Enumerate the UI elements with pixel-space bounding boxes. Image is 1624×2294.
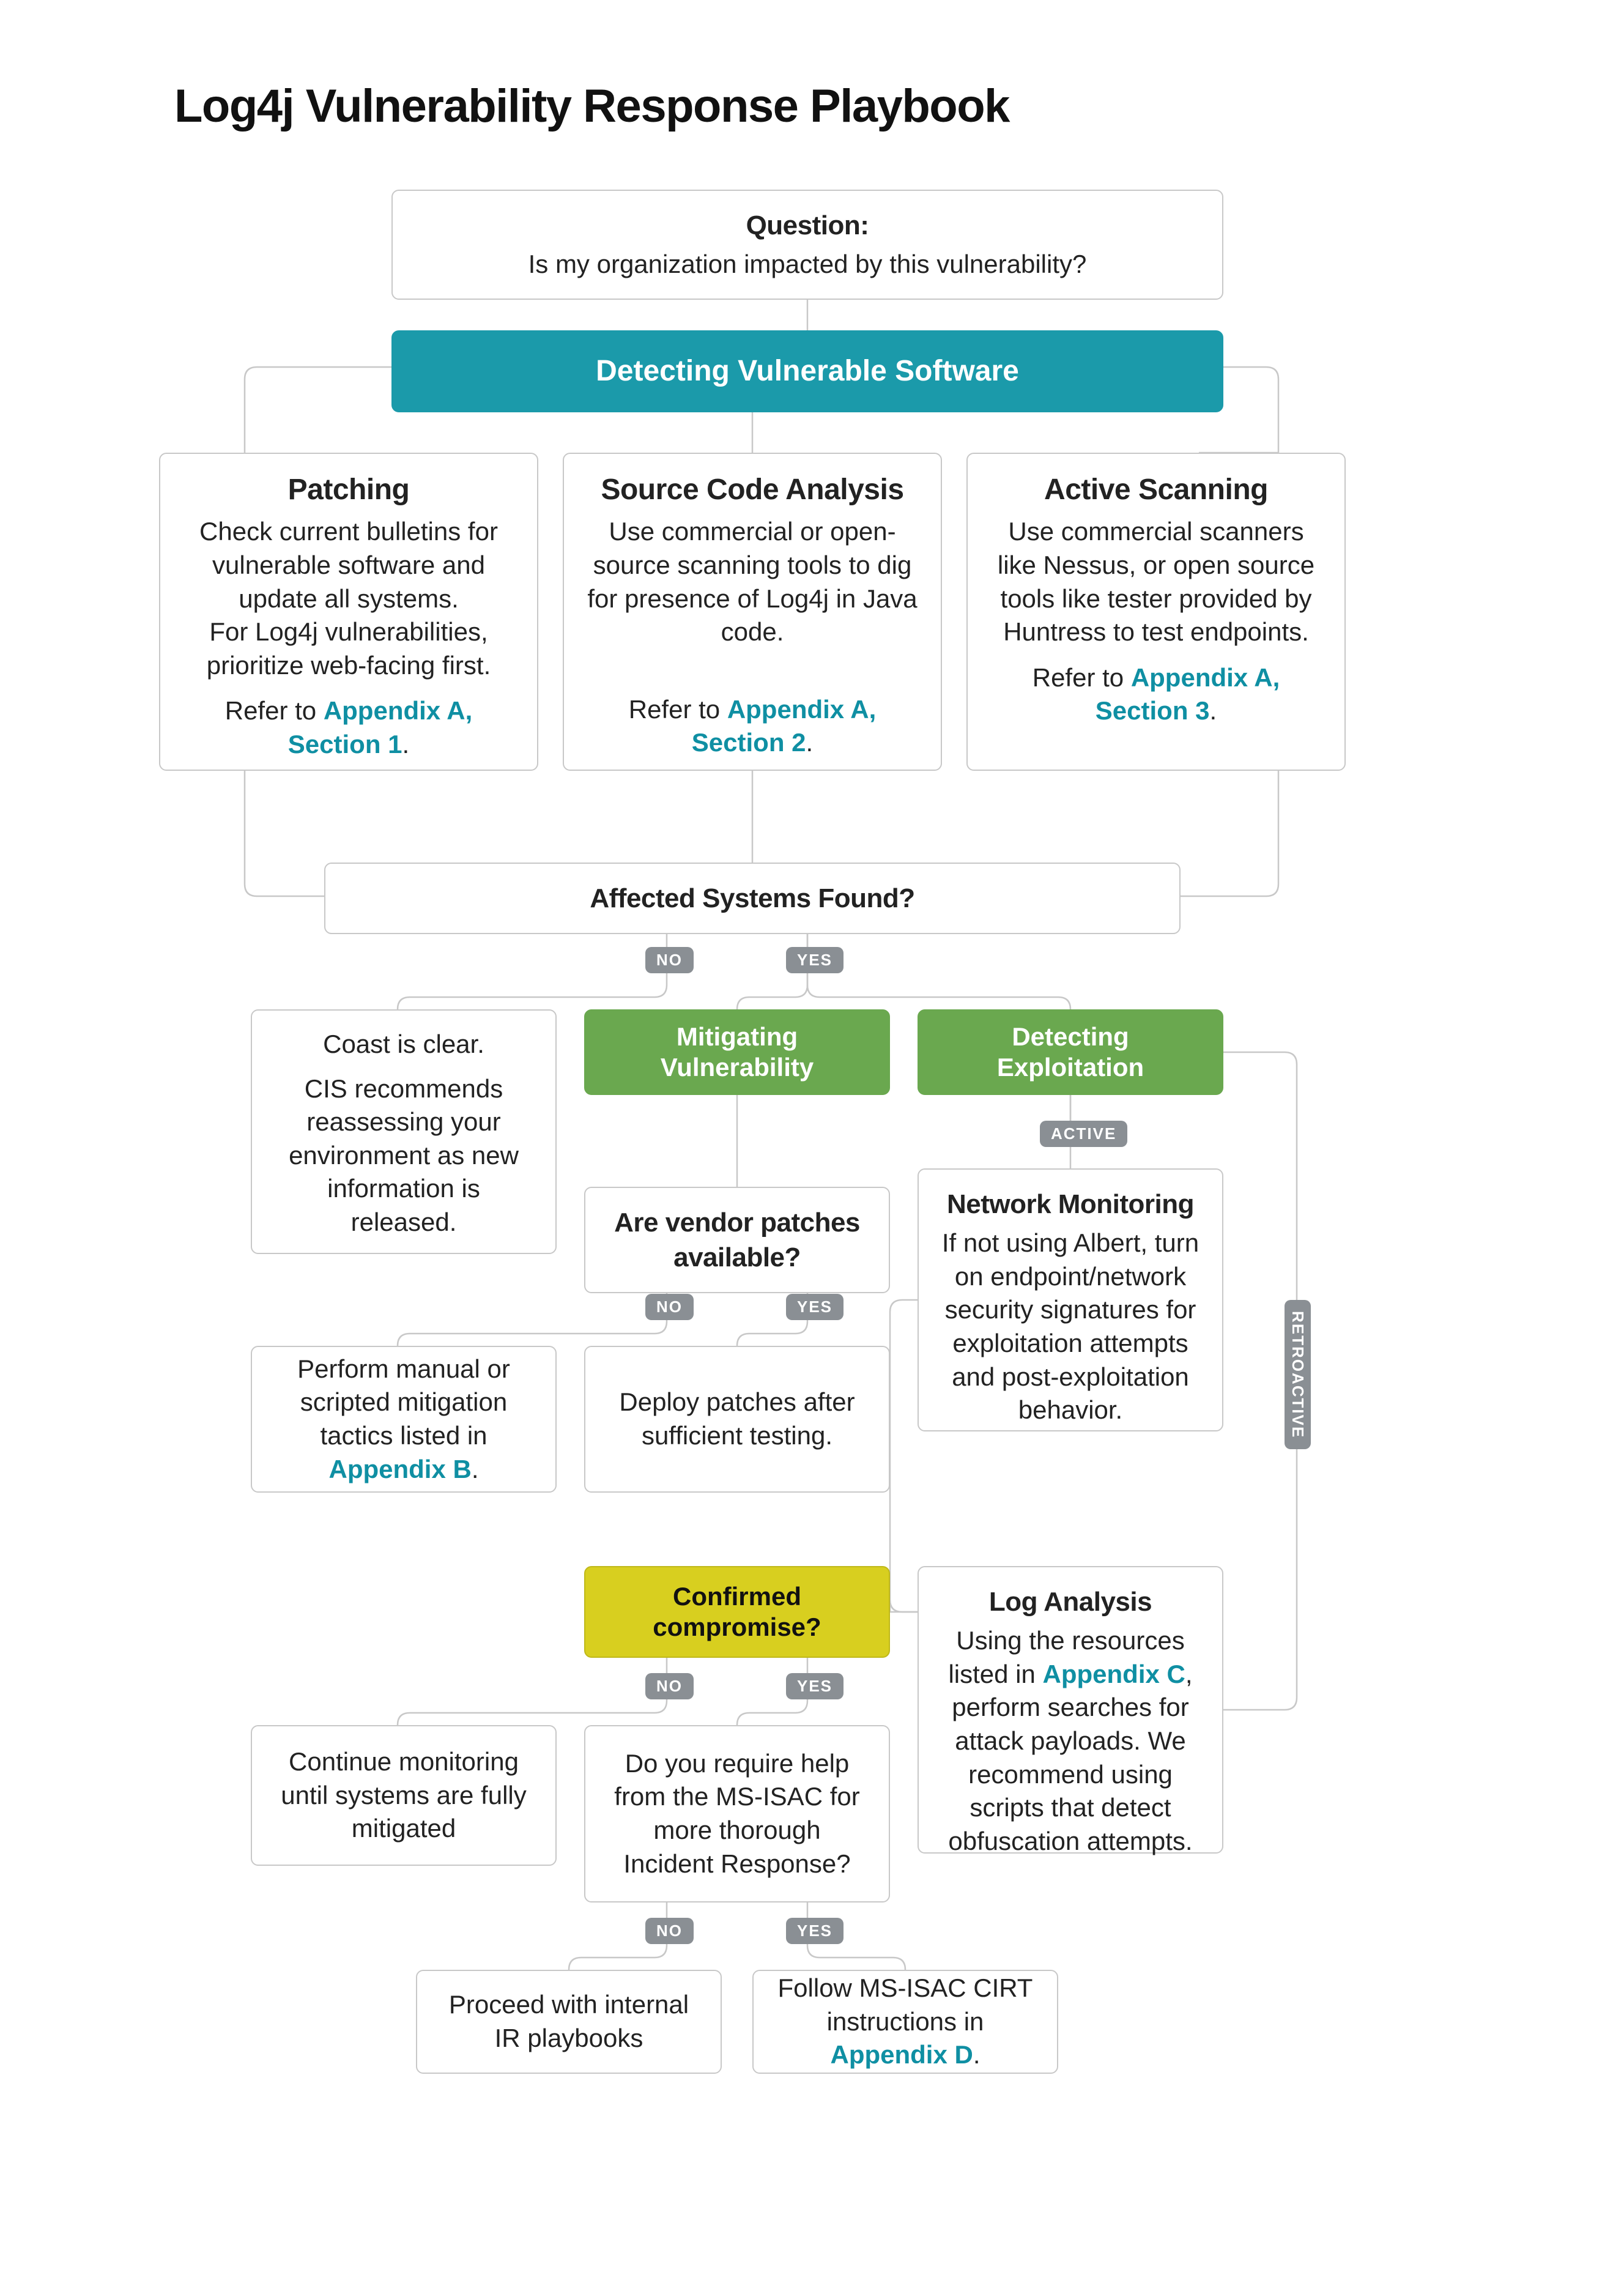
question-body: Is my organization impacted by this vuln… [415,248,1200,281]
node-question: Question: Is my organization impacted by… [391,190,1223,300]
sca-heading: Source Code Analysis [586,471,919,509]
node-confirmed-compromise: Confirmed compromise? [584,1566,890,1658]
appendix-c-link[interactable]: Appendix C [1043,1660,1185,1688]
pill-retroactive: RETROACTIVE [1285,1300,1311,1449]
coast-lead: Coast is clear. [274,1028,533,1061]
sca-refer: Refer to Appendix A, Section 2. [586,693,919,760]
ms-isac-body: Follow MS-ISAC CIRT instructions in Appe… [776,1972,1035,2072]
loganalysis-body: Using the resources listed in Appendix C… [941,1624,1200,1858]
detect-sw-label: Detecting Vulnerable Software [596,355,1019,387]
node-vendor-patches-available: Are vendor patches available? [584,1187,890,1293]
patching-refer: Refer to Appendix A, Section 1. [182,694,515,761]
node-continue-monitoring: Continue monitoring until systems are fu… [251,1725,557,1866]
node-active-scanning: Active Scanning Use commercial scanners … [966,453,1346,771]
node-coast-is-clear: Coast is clear. CIS recommends reassessi… [251,1009,557,1254]
node-source-code-analysis: Source Code Analysis Use commercial or o… [563,453,942,771]
netmon-body: If not using Albert, turn on endpoint/ne… [941,1227,1200,1427]
page-title: Log4j Vulnerability Response Playbook [174,80,1009,133]
node-detecting-vulnerable-software: Detecting Vulnerable Software [391,330,1223,412]
question-heading: Question: [415,208,1200,243]
scan-refer: Refer to Appendix A, Section 3. [990,661,1322,728]
node-internal-ir: Proceed with internal IR playbooks [416,1970,722,2074]
pill-vendor-yes: YES [786,1294,844,1320]
scan-heading: Active Scanning [990,471,1322,509]
pill-affected-no: NO [645,947,694,973]
detect-exp-label: Detecting Exploitation [941,1022,1200,1083]
node-require-help: Do you require help from the MS-ISAC for… [584,1725,890,1902]
affected-q-heading: Affected Systems Found? [347,881,1157,916]
pill-confirmed-yes: YES [786,1673,844,1699]
confirmed-label: Confirmed compromise? [607,1581,867,1643]
pill-help-no: NO [645,1918,694,1944]
continue-body: Continue monitoring until systems are fu… [274,1745,533,1846]
node-ms-isac: Follow MS-ISAC CIRT instructions in Appe… [752,1970,1058,2074]
deploy-body: Deploy patches after sufficient testing. [607,1386,867,1452]
internal-ir-body: Proceed with internal IR playbooks [439,1988,699,2055]
coast-body: CIS recommends reassessing your environm… [274,1072,533,1239]
appendix-d-link[interactable]: Appendix D [830,2040,973,2069]
scan-body: Use commercial scanners like Nessus, or … [990,515,1322,648]
node-manual-mitigation: Perform manual or scripted mitigation ta… [251,1346,557,1493]
node-detecting-exploitation: Detecting Exploitation [918,1009,1223,1095]
appendix-b-link[interactable]: Appendix B [328,1455,471,1483]
loganalysis-heading: Log Analysis [941,1584,1200,1619]
pill-vendor-no: NO [645,1294,694,1320]
node-affected-systems-found: Affected Systems Found? [324,863,1181,934]
netmon-heading: Network Monitoring [941,1187,1200,1222]
node-mitigating-vulnerability: Mitigating Vulnerability [584,1009,890,1095]
vendor-q-heading: Are vendor patches available? [607,1205,867,1275]
node-network-monitoring: Network Monitoring If not using Albert, … [918,1168,1223,1431]
pill-affected-yes: YES [786,947,844,973]
sca-body: Use commercial or open-source scanning t… [586,515,919,648]
mitigating-label: Mitigating Vulnerability [607,1022,867,1083]
patching-heading: Patching [182,471,515,509]
require-help-body: Do you require help from the MS-ISAC for… [607,1747,867,1880]
pill-active: ACTIVE [1040,1121,1127,1147]
pill-confirmed-no: NO [645,1673,694,1699]
manual-mit-body: Perform manual or scripted mitigation ta… [274,1353,533,1486]
patching-body: Check current bulletins for vulnerable s… [182,515,515,682]
node-deploy-patches: Deploy patches after sufficient testing. [584,1346,890,1493]
node-patching: Patching Check current bulletins for vul… [159,453,538,771]
node-log-analysis: Log Analysis Using the resources listed … [918,1566,1223,1854]
pill-help-yes: YES [786,1918,844,1944]
